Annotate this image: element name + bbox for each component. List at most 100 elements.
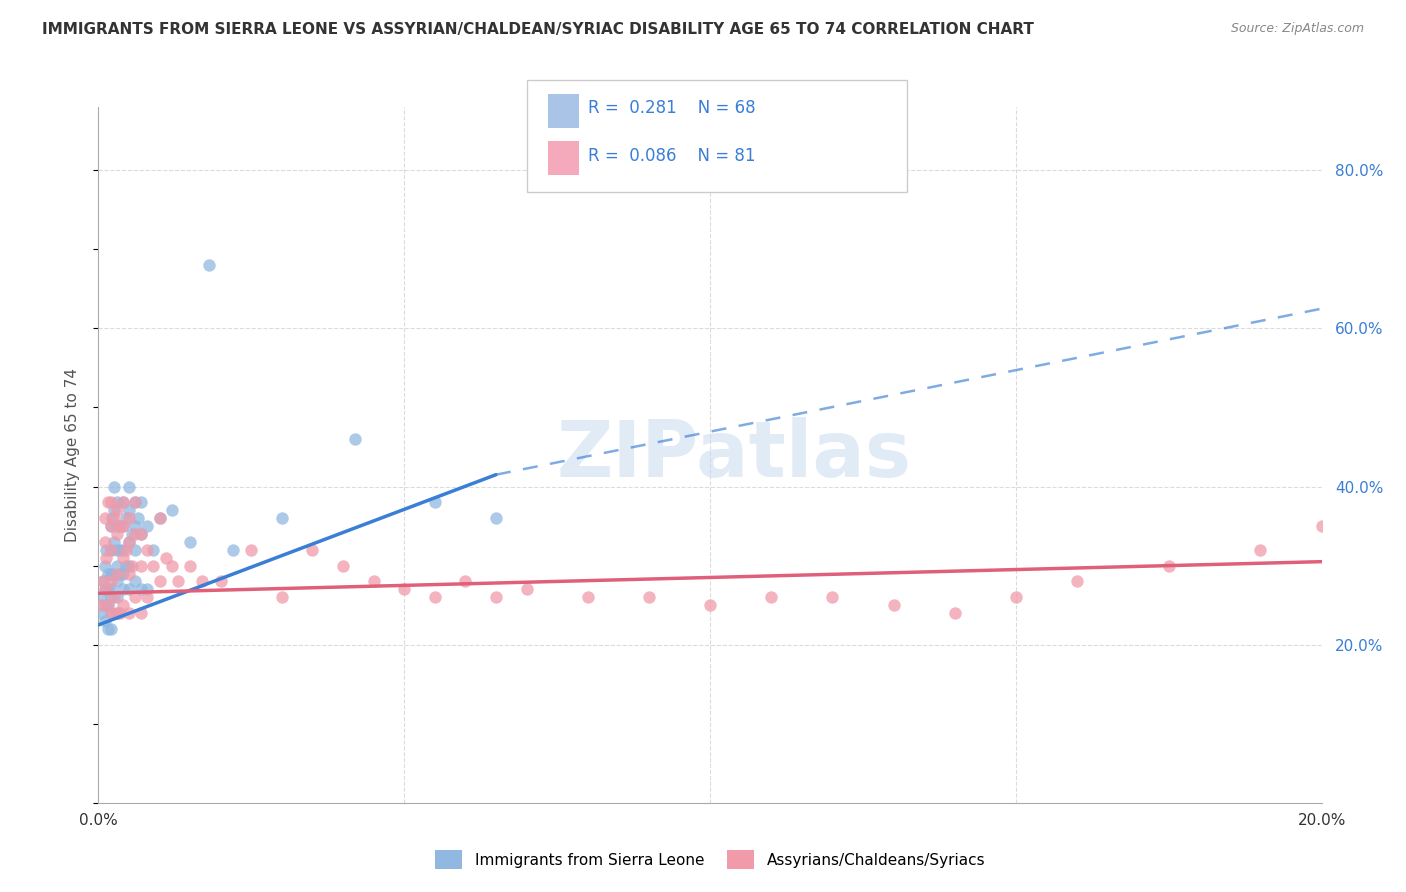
Point — [883, 598, 905, 612]
Point — [93, 582, 115, 597]
Text: R =  0.086    N = 81: R = 0.086 N = 81 — [588, 146, 755, 164]
Point — [101, 566, 124, 581]
Point — [97, 582, 120, 597]
Point — [127, 511, 149, 525]
Point — [485, 511, 508, 525]
Point — [121, 558, 143, 573]
Point — [111, 495, 134, 509]
Point — [105, 495, 128, 509]
Y-axis label: Disability Age 65 to 74: Disability Age 65 to 74 — [65, 368, 80, 542]
Point — [118, 566, 141, 581]
Point — [149, 511, 172, 525]
Point — [160, 503, 183, 517]
Text: IMMIGRANTS FROM SIERRA LEONE VS ASSYRIAN/CHALDEAN/SYRIAC DISABILITY AGE 65 TO 74: IMMIGRANTS FROM SIERRA LEONE VS ASSYRIAN… — [42, 22, 1033, 37]
Point — [103, 534, 125, 549]
Point — [111, 566, 134, 581]
Point — [363, 574, 385, 589]
Point — [100, 542, 122, 557]
Point — [105, 542, 128, 557]
Point — [100, 574, 122, 589]
Point — [124, 495, 146, 509]
Point — [105, 606, 128, 620]
Point — [103, 479, 125, 493]
Point — [100, 582, 122, 597]
Point — [121, 527, 143, 541]
Point — [91, 574, 114, 589]
Point — [142, 558, 165, 573]
Point — [423, 495, 446, 509]
Point — [118, 558, 141, 573]
Point — [124, 574, 146, 589]
Point — [93, 582, 115, 597]
Point — [124, 519, 146, 533]
Text: Source: ZipAtlas.com: Source: ZipAtlas.com — [1230, 22, 1364, 36]
Point — [124, 591, 146, 605]
Point — [576, 591, 599, 605]
Point — [124, 527, 146, 541]
Point — [129, 606, 152, 620]
Point — [118, 534, 141, 549]
Point — [100, 606, 122, 620]
Point — [97, 598, 120, 612]
Point — [97, 622, 120, 636]
Point — [111, 582, 134, 597]
Point — [392, 582, 416, 597]
Point — [103, 591, 125, 605]
Point — [105, 503, 128, 517]
Point — [115, 511, 138, 525]
Point — [111, 542, 134, 557]
Point — [105, 566, 128, 581]
Point — [485, 591, 508, 605]
Point — [97, 495, 120, 509]
Point — [759, 591, 782, 605]
Point — [136, 542, 159, 557]
Point — [97, 598, 120, 612]
Point — [179, 558, 201, 573]
Point — [124, 542, 146, 557]
Point — [1249, 542, 1271, 557]
Point — [105, 558, 128, 573]
Point — [100, 566, 122, 581]
Point — [136, 591, 159, 605]
Point — [136, 582, 159, 597]
Point — [100, 519, 122, 533]
Point — [108, 519, 131, 533]
Point — [108, 606, 131, 620]
Point — [301, 542, 323, 557]
Point — [105, 606, 128, 620]
Point — [209, 574, 232, 589]
Point — [943, 606, 966, 620]
Point — [111, 598, 134, 612]
Point — [101, 511, 124, 525]
Point — [93, 598, 115, 612]
Point — [111, 519, 134, 533]
Point — [155, 550, 177, 565]
Point — [94, 550, 117, 565]
Point — [118, 511, 141, 525]
Point — [118, 503, 141, 517]
Point — [516, 582, 538, 597]
Point — [129, 495, 152, 509]
Text: ZIPatlas: ZIPatlas — [557, 417, 912, 493]
Point — [111, 550, 134, 565]
Point — [129, 558, 152, 573]
Point — [1310, 519, 1333, 533]
Point — [90, 598, 112, 612]
Point — [90, 591, 112, 605]
Point — [100, 591, 122, 605]
Point — [160, 558, 183, 573]
Point — [105, 527, 128, 541]
Point — [699, 598, 721, 612]
Point — [93, 558, 115, 573]
Point — [118, 582, 141, 597]
Point — [149, 511, 172, 525]
Point — [105, 519, 128, 533]
Point — [91, 574, 114, 589]
Point — [142, 542, 165, 557]
Point — [108, 519, 131, 533]
Point — [240, 542, 263, 557]
Point — [108, 566, 131, 581]
Point — [1004, 591, 1026, 605]
Point — [332, 558, 354, 573]
Point — [129, 582, 152, 597]
